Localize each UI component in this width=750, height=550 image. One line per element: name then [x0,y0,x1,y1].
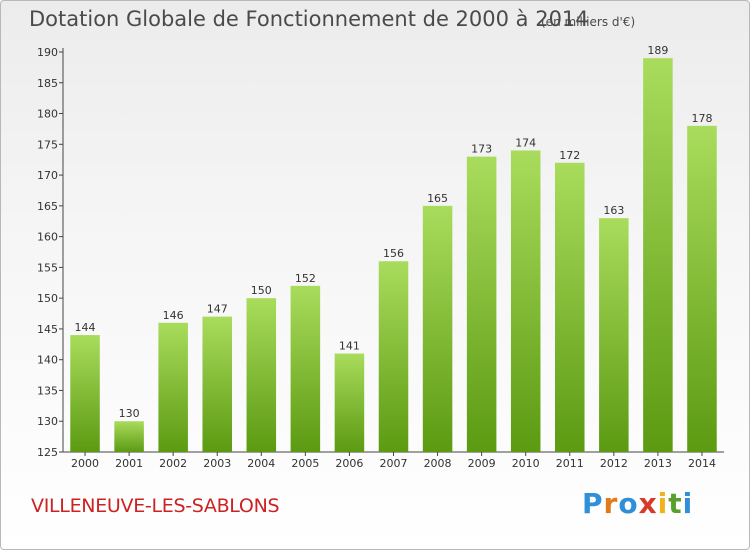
x-tick-label: 2014 [688,457,716,470]
data-label: 156 [383,247,404,260]
y-tick-label: 180 [37,108,58,121]
y-tick-label: 145 [37,323,58,336]
bar [643,58,673,453]
data-label: 147 [207,303,228,316]
chart-subtitle: (en milliers d'€) [541,15,636,29]
x-tick-label: 2002 [159,457,187,470]
x-tick-label: 2003 [203,457,231,470]
logo-letter: i [682,487,694,520]
bar [70,335,100,452]
data-label: 174 [515,136,536,149]
bar [114,421,144,452]
x-tick-label: 2001 [115,457,143,470]
data-label: 172 [559,149,580,162]
commune-name: VILLENEUVE-LES-SABLONS [31,495,280,517]
proxiti-logo: Proxiti [582,487,693,520]
y-tick-label: 150 [37,292,58,305]
bar [202,316,232,452]
x-tick-label: 2006 [335,457,363,470]
bar [334,353,365,452]
x-tick-label: 2011 [556,457,584,470]
data-label: 152 [295,272,316,285]
logo-letter: o [618,487,639,520]
y-tick-label: 130 [37,415,58,428]
data-label: 150 [251,284,272,297]
x-tick-label: 2000 [71,457,99,470]
bar [599,218,629,452]
y-tick-label: 140 [37,354,58,367]
chart-title: Dotation Globale de Fonctionnement de 20… [29,7,589,31]
y-tick-label: 190 [37,46,58,59]
data-label: 163 [603,204,624,217]
data-label: 130 [119,407,140,420]
y-tick-label: 135 [37,384,58,397]
data-label: 146 [163,309,184,322]
x-tick-label: 2013 [644,457,672,470]
y-tick-label: 165 [37,200,58,213]
x-tick-label: 2007 [380,457,408,470]
y-tick-label: 185 [37,77,58,90]
data-label: 189 [647,44,668,57]
x-tick-label: 2010 [512,457,540,470]
logo-letter: t [668,487,683,520]
bar [555,162,585,452]
y-tick-label: 155 [37,261,58,274]
bar [246,298,277,452]
x-tick-label: 2005 [291,457,319,470]
logo-letter: P [582,487,604,520]
bar [510,150,541,452]
logo-letter: r [603,487,619,520]
y-tick-label: 170 [37,169,58,182]
bar [378,261,409,452]
y-tick-label: 160 [37,231,58,244]
x-tick-label: 2004 [247,457,275,470]
bar [466,156,497,452]
data-label: 173 [471,143,492,156]
y-tick-label: 175 [37,138,58,151]
data-label: 144 [75,321,96,334]
data-label: 141 [339,340,360,353]
data-label: 178 [691,112,712,125]
logo-letter: i [657,487,669,520]
bar [422,205,453,452]
y-tick-label: 125 [37,446,58,459]
bar [687,125,717,452]
x-tick-label: 2009 [468,457,496,470]
bar [158,322,188,452]
logo-letter: x [638,487,658,520]
bar [290,285,321,452]
x-tick-label: 2008 [424,457,452,470]
x-tick-label: 2012 [600,457,628,470]
data-label: 165 [427,192,448,205]
